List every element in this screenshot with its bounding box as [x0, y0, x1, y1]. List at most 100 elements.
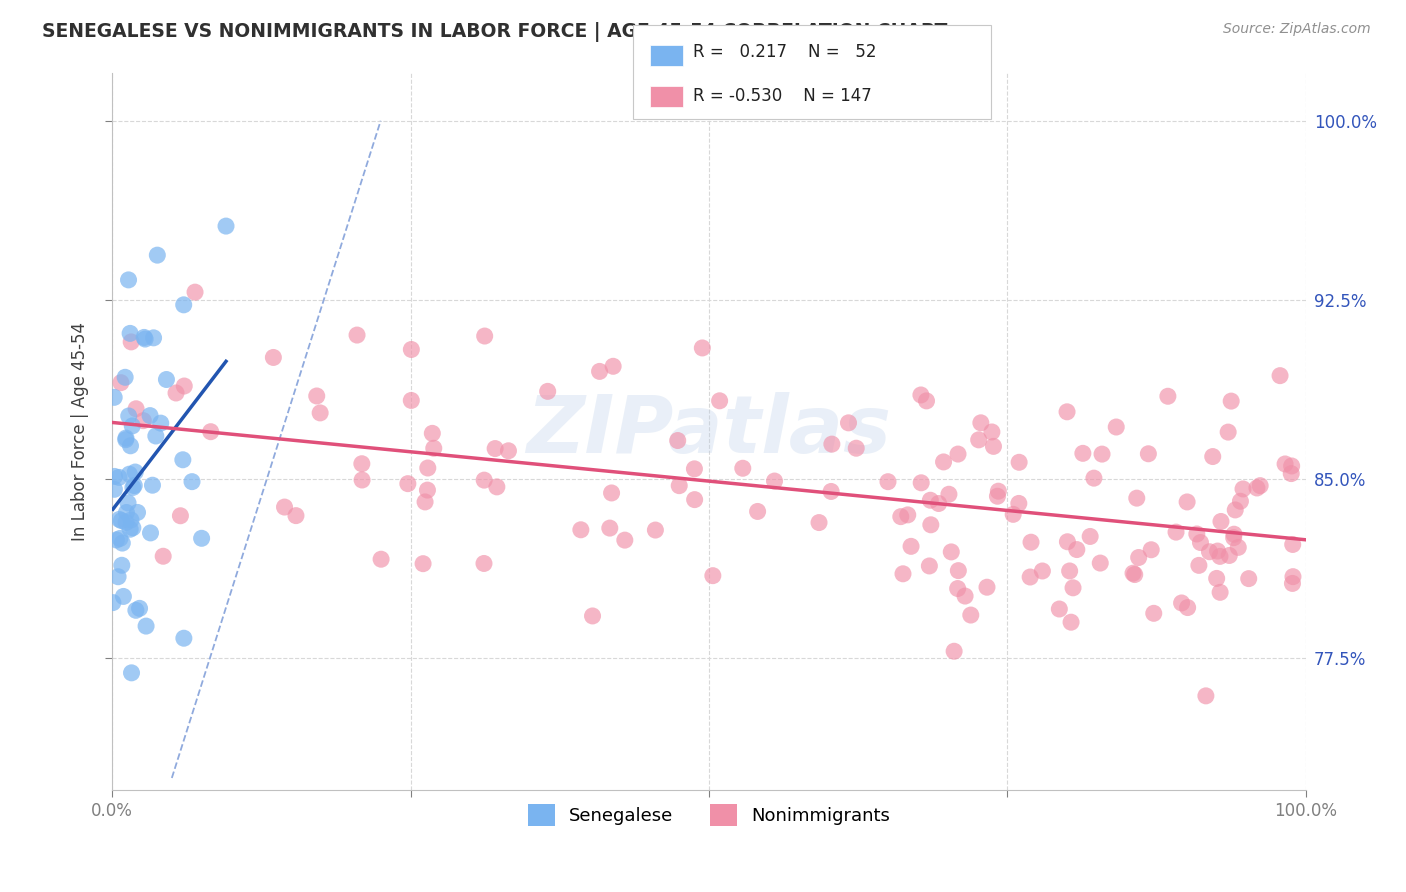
Point [1177, 600, 1199, 615]
Point [1218, 549, 1240, 563]
Point [1140, 542, 1163, 557]
Point [105, 533, 128, 547]
Point [145, 429, 167, 443]
Point [118, 467, 141, 482]
Point [946, 447, 969, 461]
Point [1128, 550, 1150, 565]
Point [1232, 482, 1254, 496]
Point [644, 523, 666, 537]
Point [1209, 515, 1232, 529]
Point [918, 558, 941, 573]
Point [184, 285, 207, 300]
Point [103, 483, 125, 497]
Point [115, 431, 138, 445]
Point [1164, 525, 1187, 540]
Point [128, 601, 150, 615]
Point [124, 465, 146, 479]
Point [1282, 569, 1305, 583]
Point [120, 334, 142, 349]
Point [423, 442, 446, 456]
Point [1170, 596, 1192, 610]
Point [731, 461, 754, 475]
Text: R =   0.217    N =   52: R = 0.217 N = 52 [693, 43, 877, 61]
Point [121, 521, 143, 535]
Point [111, 536, 134, 550]
Point [152, 549, 174, 564]
Text: R = -0.530    N = 147: R = -0.530 N = 147 [693, 87, 872, 105]
Point [474, 329, 496, 343]
Point [181, 475, 204, 489]
Point [915, 393, 938, 408]
Point [683, 462, 706, 476]
Point [837, 416, 859, 430]
Point [120, 439, 142, 453]
Point [110, 514, 132, 528]
Point [173, 298, 195, 312]
Point [190, 531, 212, 545]
Point [877, 475, 900, 489]
Point [412, 557, 434, 571]
Point [420, 426, 443, 441]
Point [346, 328, 368, 343]
Point [110, 376, 132, 390]
Point [108, 532, 131, 546]
Point [1218, 425, 1240, 439]
Point [115, 516, 138, 530]
Point [370, 552, 392, 566]
Point [472, 557, 495, 571]
Point [120, 522, 142, 536]
Point [1078, 529, 1101, 543]
Point [155, 372, 177, 386]
Point [1031, 564, 1053, 578]
Point [928, 496, 950, 510]
Point [172, 452, 194, 467]
Point [1227, 541, 1250, 555]
Point [142, 331, 165, 345]
Point [1056, 534, 1078, 549]
Point [900, 539, 922, 553]
Point [284, 508, 307, 523]
Point [484, 442, 506, 456]
Point [1143, 607, 1166, 621]
Point [472, 473, 495, 487]
Point [173, 379, 195, 393]
Point [1206, 544, 1229, 558]
Point [666, 434, 689, 448]
Point [1281, 458, 1303, 473]
Point [122, 478, 145, 492]
Point [692, 341, 714, 355]
Point [1188, 558, 1211, 573]
Text: SENEGALESE VS NONIMMIGRANTS IN LABOR FORCE | AGE 45-54 CORRELATION CHART: SENEGALESE VS NONIMMIGRANTS IN LABOR FOR… [42, 22, 948, 42]
Point [821, 437, 844, 451]
Point [1222, 531, 1244, 545]
Point [946, 582, 969, 596]
Point [149, 416, 172, 430]
Point [1195, 689, 1218, 703]
Point [987, 484, 1010, 499]
Point [948, 564, 970, 578]
Point [1066, 542, 1088, 557]
Point [114, 370, 136, 384]
Point [173, 631, 195, 645]
Text: Source: ZipAtlas.com: Source: ZipAtlas.com [1223, 22, 1371, 37]
Point [1137, 447, 1160, 461]
Point [613, 533, 636, 548]
Point [763, 474, 786, 488]
Point [1185, 527, 1208, 541]
Point [1060, 615, 1083, 630]
Point [125, 401, 148, 416]
Point [702, 568, 724, 582]
Point [1123, 567, 1146, 582]
Point [118, 409, 141, 423]
Point [1202, 450, 1225, 464]
Point [485, 480, 508, 494]
Point [416, 483, 439, 497]
Point [910, 388, 932, 402]
Point [135, 619, 157, 633]
Point [980, 425, 1002, 439]
Point [125, 603, 148, 617]
Point [1281, 537, 1303, 551]
Point [581, 609, 603, 624]
Point [115, 506, 138, 520]
Point [1019, 570, 1042, 584]
